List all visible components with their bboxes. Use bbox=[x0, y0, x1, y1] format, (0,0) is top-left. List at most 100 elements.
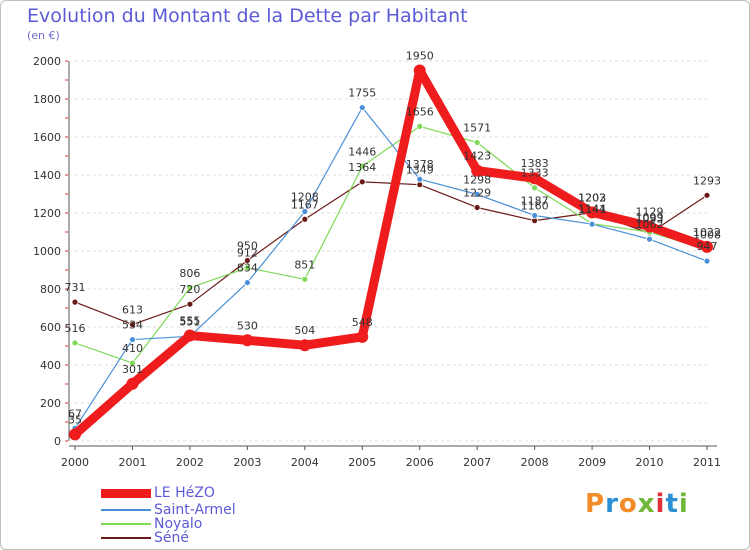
data-label-sene: 1202 bbox=[578, 192, 606, 205]
legend-label-noyalo: Noyalo bbox=[154, 516, 203, 532]
logo-letter: x bbox=[637, 489, 656, 519]
x-tick-label: 2005 bbox=[348, 456, 376, 469]
data-label-sene: 1229 bbox=[463, 186, 491, 199]
y-tick-label: 1000 bbox=[33, 245, 61, 258]
data-point-noyalo bbox=[358, 162, 366, 170]
data-point-saint-armel bbox=[531, 212, 539, 219]
data-label-saint-armel: 67 bbox=[68, 407, 82, 420]
data-point-le-hezo bbox=[241, 334, 254, 347]
y-tick-label: 400 bbox=[40, 359, 61, 372]
data-label-le-hezo: 555 bbox=[179, 315, 200, 328]
data-point-sene bbox=[71, 298, 79, 306]
logo-letter: P bbox=[585, 489, 606, 519]
data-point-saint-armel bbox=[358, 104, 366, 111]
data-label-noyalo: 516 bbox=[65, 322, 86, 335]
data-point-noyalo bbox=[129, 359, 136, 367]
x-tick-label: 2001 bbox=[118, 456, 146, 469]
series-line-noyalo bbox=[74, 125, 708, 364]
data-label-noyalo: 851 bbox=[294, 258, 315, 271]
data-point-noyalo bbox=[186, 284, 194, 292]
data-label-sene: 1293 bbox=[693, 174, 721, 187]
y-tick-label: 1200 bbox=[33, 207, 61, 220]
x-tick-label: 2000 bbox=[61, 456, 89, 469]
data-label-le-hezo: 1203 bbox=[578, 191, 606, 204]
legend-label-le-hezo: LE HéZO bbox=[154, 485, 215, 501]
data-label-sene: 1160 bbox=[521, 200, 549, 213]
x-tick-label: 2008 bbox=[521, 456, 549, 469]
data-point-noyalo bbox=[243, 264, 251, 272]
data-point-sene bbox=[703, 191, 711, 199]
data-point-sene bbox=[473, 204, 481, 211]
data-point-saint-armel bbox=[243, 279, 251, 286]
data-label-le-hezo: 301 bbox=[122, 363, 143, 376]
data-label-noyalo: 1656 bbox=[406, 105, 434, 118]
data-point-noyalo bbox=[473, 139, 481, 146]
data-point-saint-armel bbox=[301, 208, 309, 215]
data-label-noyalo: 1099 bbox=[636, 211, 664, 224]
data-point-le-hezo bbox=[69, 428, 81, 441]
data-label-sene: 1364 bbox=[348, 161, 376, 174]
data-point-le-hezo bbox=[471, 164, 484, 177]
y-tick-label: 1400 bbox=[33, 169, 61, 182]
data-point-le-hezo bbox=[701, 240, 713, 253]
logo-letter: t bbox=[665, 489, 679, 519]
data-point-saint-armel bbox=[416, 175, 424, 183]
data-point-sene bbox=[186, 300, 194, 308]
data-label-sene: 1349 bbox=[406, 164, 434, 177]
data-point-saint-armel bbox=[646, 235, 653, 243]
data-label-le-hezo: 504 bbox=[294, 324, 315, 337]
legend-item-noyalo: Noyalo bbox=[101, 516, 202, 532]
data-label-noyalo: 806 bbox=[179, 267, 200, 280]
data-label-sene: 731 bbox=[65, 281, 86, 294]
legend-swatch-saint-armel bbox=[101, 509, 151, 511]
data-label-le-hezo: 530 bbox=[237, 319, 258, 332]
y-tick-label: 2000 bbox=[33, 55, 61, 68]
data-point-sene bbox=[243, 257, 251, 264]
legend-item-saint-armel: Saint-Armel bbox=[101, 502, 236, 518]
data-label-le-hezo: 1950 bbox=[406, 50, 434, 63]
data-label-sene: 720 bbox=[179, 283, 200, 296]
proxiti-logo: Proxiti bbox=[585, 489, 689, 519]
series-line-saint-armel bbox=[74, 106, 708, 429]
data-label-le-hezo: 548 bbox=[352, 316, 373, 329]
legend-item-le-hezo: LE HéZO bbox=[101, 485, 215, 501]
data-point-noyalo bbox=[416, 122, 424, 130]
data-label-saint-armel: 834 bbox=[237, 262, 258, 275]
y-tick-label: 0 bbox=[54, 435, 61, 448]
logo-letter: r bbox=[605, 489, 619, 519]
data-point-sene bbox=[301, 215, 309, 223]
data-point-le-hezo bbox=[586, 206, 599, 219]
x-tick-label: 2009 bbox=[578, 456, 606, 469]
data-label-le-hezo: 35 bbox=[68, 413, 82, 426]
data-label-saint-armel: 1378 bbox=[406, 158, 434, 171]
data-point-saint-armel bbox=[703, 257, 711, 265]
logo-letter: i bbox=[655, 489, 666, 519]
data-point-le-hezo bbox=[356, 330, 369, 343]
legend-label-saint-armel: Saint-Armel bbox=[154, 502, 236, 518]
data-point-le-hezo bbox=[298, 339, 311, 352]
data-label-sene: 950 bbox=[237, 240, 258, 253]
y-tick-label: 1600 bbox=[33, 131, 61, 144]
x-tick-label: 2003 bbox=[233, 456, 261, 469]
data-label-saint-armel: 1208 bbox=[291, 190, 319, 203]
data-label-noyalo: 912 bbox=[237, 247, 258, 260]
data-point-sene bbox=[416, 181, 424, 189]
data-label-le-hezo: 1383 bbox=[521, 157, 549, 170]
data-point-le-hezo bbox=[528, 172, 541, 185]
data-label-le-hezo: 1423 bbox=[463, 150, 491, 163]
data-point-saint-armel bbox=[473, 190, 481, 198]
data-point-noyalo bbox=[531, 184, 539, 192]
x-tick-label: 2007 bbox=[463, 456, 491, 469]
data-point-le-hezo bbox=[643, 220, 656, 233]
data-label-saint-armel: 534 bbox=[122, 319, 143, 332]
data-label-saint-armel: 1298 bbox=[463, 173, 491, 186]
logo-letter: o bbox=[618, 489, 638, 519]
legend-swatch-le-hezo bbox=[101, 488, 151, 498]
data-label-noyalo: 1333 bbox=[521, 167, 549, 180]
x-tick-label: 2006 bbox=[406, 456, 434, 469]
data-label-saint-armel: 1755 bbox=[348, 87, 376, 100]
data-label-sene: 1093 bbox=[636, 212, 664, 225]
data-label-saint-armel: 551 bbox=[179, 315, 200, 328]
